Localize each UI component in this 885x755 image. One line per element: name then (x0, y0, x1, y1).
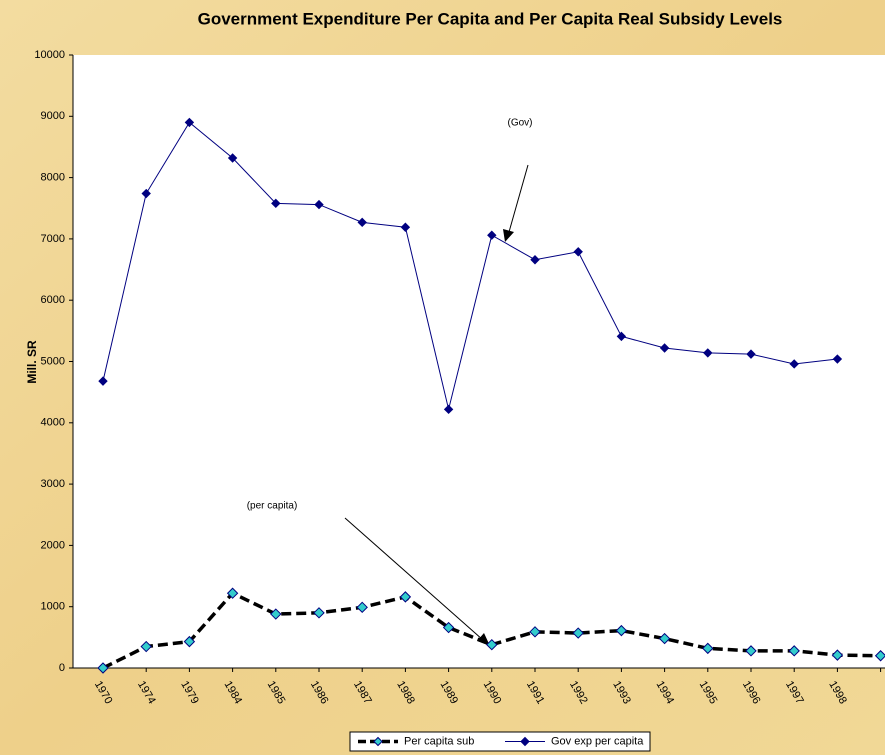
point (140, 640, 152, 653)
point (831, 649, 844, 661)
point (615, 624, 628, 637)
y-tick-label: 4000 (41, 417, 65, 429)
point (529, 626, 541, 638)
point (702, 642, 714, 655)
y-tick-label: 10000 (34, 49, 65, 61)
point (271, 198, 281, 209)
annotation: (Gov) (508, 118, 533, 129)
series-line (102, 121, 838, 410)
point (530, 255, 540, 265)
point (832, 354, 843, 364)
point (745, 645, 757, 657)
point (486, 638, 498, 651)
point (226, 587, 239, 599)
point (227, 153, 238, 163)
annotation-arrow (344, 517, 484, 641)
point (184, 117, 195, 128)
annotation: (per capita) (247, 501, 298, 512)
legend (349, 731, 651, 752)
point (487, 230, 497, 240)
point (573, 247, 583, 257)
y-tick-label: 1000 (41, 601, 65, 613)
point (874, 650, 885, 662)
y-tick-label: 6000 (41, 294, 65, 306)
point (400, 222, 411, 232)
annotation-arrowhead (503, 229, 514, 242)
legend-label: Per capita sub (404, 735, 474, 747)
plot-area (73, 55, 885, 668)
point (616, 331, 627, 342)
legend-marker (520, 736, 530, 747)
annotation-arrow (508, 164, 529, 233)
point (97, 662, 109, 674)
point (141, 188, 151, 199)
y-tick-label: 9000 (41, 110, 65, 122)
point (442, 621, 455, 634)
legend-marker (373, 736, 383, 747)
y-axis-label: Mill. SR (25, 340, 39, 384)
y-tick-label: 2000 (41, 539, 65, 551)
point (270, 608, 282, 620)
legend-label: Gov exp per capita (551, 735, 644, 747)
y-tick-label: 7000 (41, 233, 65, 245)
point (572, 627, 584, 639)
point (658, 632, 671, 645)
point (314, 199, 324, 210)
point (356, 601, 368, 614)
y-tick-label: 3000 (41, 478, 65, 490)
point (788, 645, 800, 657)
y-tick-label: 8000 (41, 172, 65, 184)
point (313, 607, 325, 619)
y-tick-label: 5000 (41, 355, 65, 367)
point (443, 404, 454, 415)
point (703, 348, 713, 358)
point (399, 591, 412, 603)
point (659, 343, 670, 353)
point (746, 349, 756, 359)
point (789, 359, 799, 369)
point (357, 217, 367, 228)
y-tick-label: 0 (59, 662, 65, 674)
point (183, 635, 196, 648)
chart-title: Government Expenditure Per Capita and Pe… (198, 9, 783, 28)
point (98, 376, 108, 386)
